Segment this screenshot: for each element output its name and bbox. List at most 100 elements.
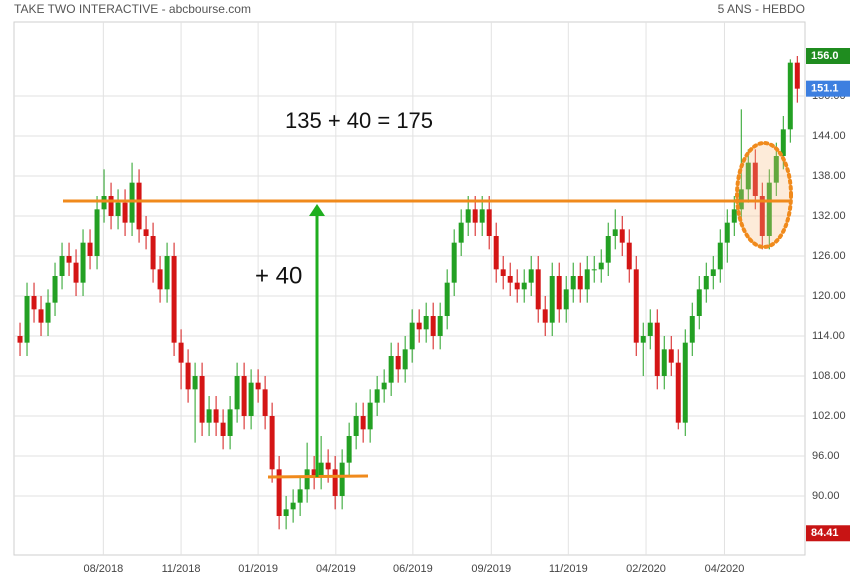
candle-body bbox=[178, 342, 184, 363]
candle-body bbox=[206, 409, 212, 423]
candle-body bbox=[542, 309, 548, 323]
candle-body bbox=[633, 269, 639, 343]
x-tick-label: 02/2020 bbox=[626, 563, 666, 575]
candle-body bbox=[766, 182, 772, 236]
candle-body bbox=[52, 276, 58, 303]
candle-body bbox=[255, 382, 261, 390]
candle-body bbox=[521, 282, 527, 290]
candle-body bbox=[584, 269, 590, 290]
y-tick-label: 138.00 bbox=[812, 170, 846, 182]
candle-body bbox=[430, 316, 436, 336]
candle-body bbox=[199, 376, 205, 423]
candle-body bbox=[150, 236, 156, 270]
price-label: 84.41 bbox=[806, 525, 850, 542]
candle-body bbox=[290, 502, 296, 510]
candle-body bbox=[626, 242, 632, 270]
x-tick-label: 08/2018 bbox=[83, 563, 123, 575]
candle-body bbox=[353, 416, 359, 436]
candle-body bbox=[500, 269, 506, 276]
candle-body bbox=[780, 129, 786, 156]
x-tick-label: 04/2020 bbox=[705, 563, 745, 575]
price-label-box bbox=[806, 80, 850, 97]
x-tick-label: 11/2018 bbox=[162, 563, 201, 575]
candle-body bbox=[136, 182, 142, 230]
candle-body bbox=[31, 296, 37, 310]
candle-body bbox=[563, 289, 569, 310]
candle-body bbox=[80, 242, 86, 283]
candle-body bbox=[24, 296, 30, 343]
candle-body bbox=[787, 62, 793, 130]
x-tick-label: 11/2019 bbox=[549, 563, 588, 575]
candle-body bbox=[164, 256, 170, 290]
price-label-text: 151.1 bbox=[811, 83, 839, 95]
candle-body bbox=[262, 389, 268, 416]
candle-body bbox=[773, 156, 779, 183]
candle-body bbox=[129, 182, 135, 223]
candle-body bbox=[731, 209, 737, 223]
candle-body bbox=[157, 269, 163, 290]
candle-body bbox=[654, 322, 660, 376]
candle-body bbox=[486, 209, 492, 236]
candle-body bbox=[409, 322, 415, 350]
candle-body bbox=[752, 162, 758, 196]
candle-body bbox=[346, 436, 352, 463]
chart-title: TAKE TWO INTERACTIVE - abcbourse.com bbox=[14, 2, 251, 16]
candle-body bbox=[143, 229, 149, 236]
y-tick-label: 120.00 bbox=[812, 290, 846, 302]
y-tick-label: 96.00 bbox=[812, 450, 840, 462]
x-tick-label: 09/2019 bbox=[471, 563, 511, 575]
y-tick-label: 108.00 bbox=[812, 370, 846, 382]
y-tick-label: 114.00 bbox=[812, 330, 845, 342]
candle-body bbox=[332, 469, 338, 496]
candle-body bbox=[115, 202, 121, 216]
candle-body bbox=[73, 262, 79, 283]
highlight-ellipse bbox=[735, 141, 793, 249]
candle-body bbox=[325, 462, 331, 470]
candle-body bbox=[682, 342, 688, 423]
price-label-box bbox=[806, 48, 850, 64]
candle-body bbox=[45, 302, 51, 323]
candle-body bbox=[220, 422, 226, 436]
candle-body bbox=[304, 469, 310, 490]
candle-body bbox=[528, 269, 534, 283]
candle-body bbox=[185, 362, 191, 390]
candle-body bbox=[493, 236, 499, 270]
price-label-text: 84.41 bbox=[811, 527, 839, 539]
candle-body bbox=[213, 409, 219, 423]
candle-body bbox=[507, 276, 513, 283]
candle-body bbox=[402, 349, 408, 370]
candle-body bbox=[269, 416, 275, 470]
candle-body bbox=[423, 316, 429, 330]
candle-body bbox=[59, 256, 65, 276]
candle-body bbox=[738, 189, 744, 210]
candle-body bbox=[241, 376, 247, 416]
candle-body bbox=[94, 209, 100, 256]
candle-body bbox=[514, 282, 520, 290]
candle-body bbox=[101, 196, 107, 210]
x-tick-label: 01/2019 bbox=[238, 563, 278, 575]
candle-body bbox=[437, 316, 443, 336]
candle-body bbox=[283, 509, 289, 516]
candle-body bbox=[339, 462, 345, 496]
candle-body bbox=[472, 209, 478, 223]
candle-body bbox=[661, 349, 667, 376]
candle-body bbox=[458, 222, 464, 243]
candle-body bbox=[416, 322, 422, 330]
candle-body bbox=[668, 349, 674, 363]
candle-body bbox=[192, 376, 198, 390]
candle-body bbox=[598, 262, 604, 270]
candle-body bbox=[276, 469, 282, 516]
candle-body bbox=[234, 376, 240, 410]
candle-body bbox=[612, 229, 618, 236]
candle-body bbox=[444, 282, 450, 316]
y-tick-label: 90.00 bbox=[812, 490, 840, 502]
candle-body bbox=[465, 209, 471, 223]
candle-body bbox=[696, 289, 702, 316]
candle-body bbox=[556, 276, 562, 310]
chart-subtitle: 5 ANS - HEBDO bbox=[718, 2, 805, 16]
candle-body bbox=[87, 242, 93, 256]
candle-body bbox=[717, 242, 723, 270]
candle-body bbox=[388, 356, 394, 383]
candle-body bbox=[647, 322, 653, 336]
